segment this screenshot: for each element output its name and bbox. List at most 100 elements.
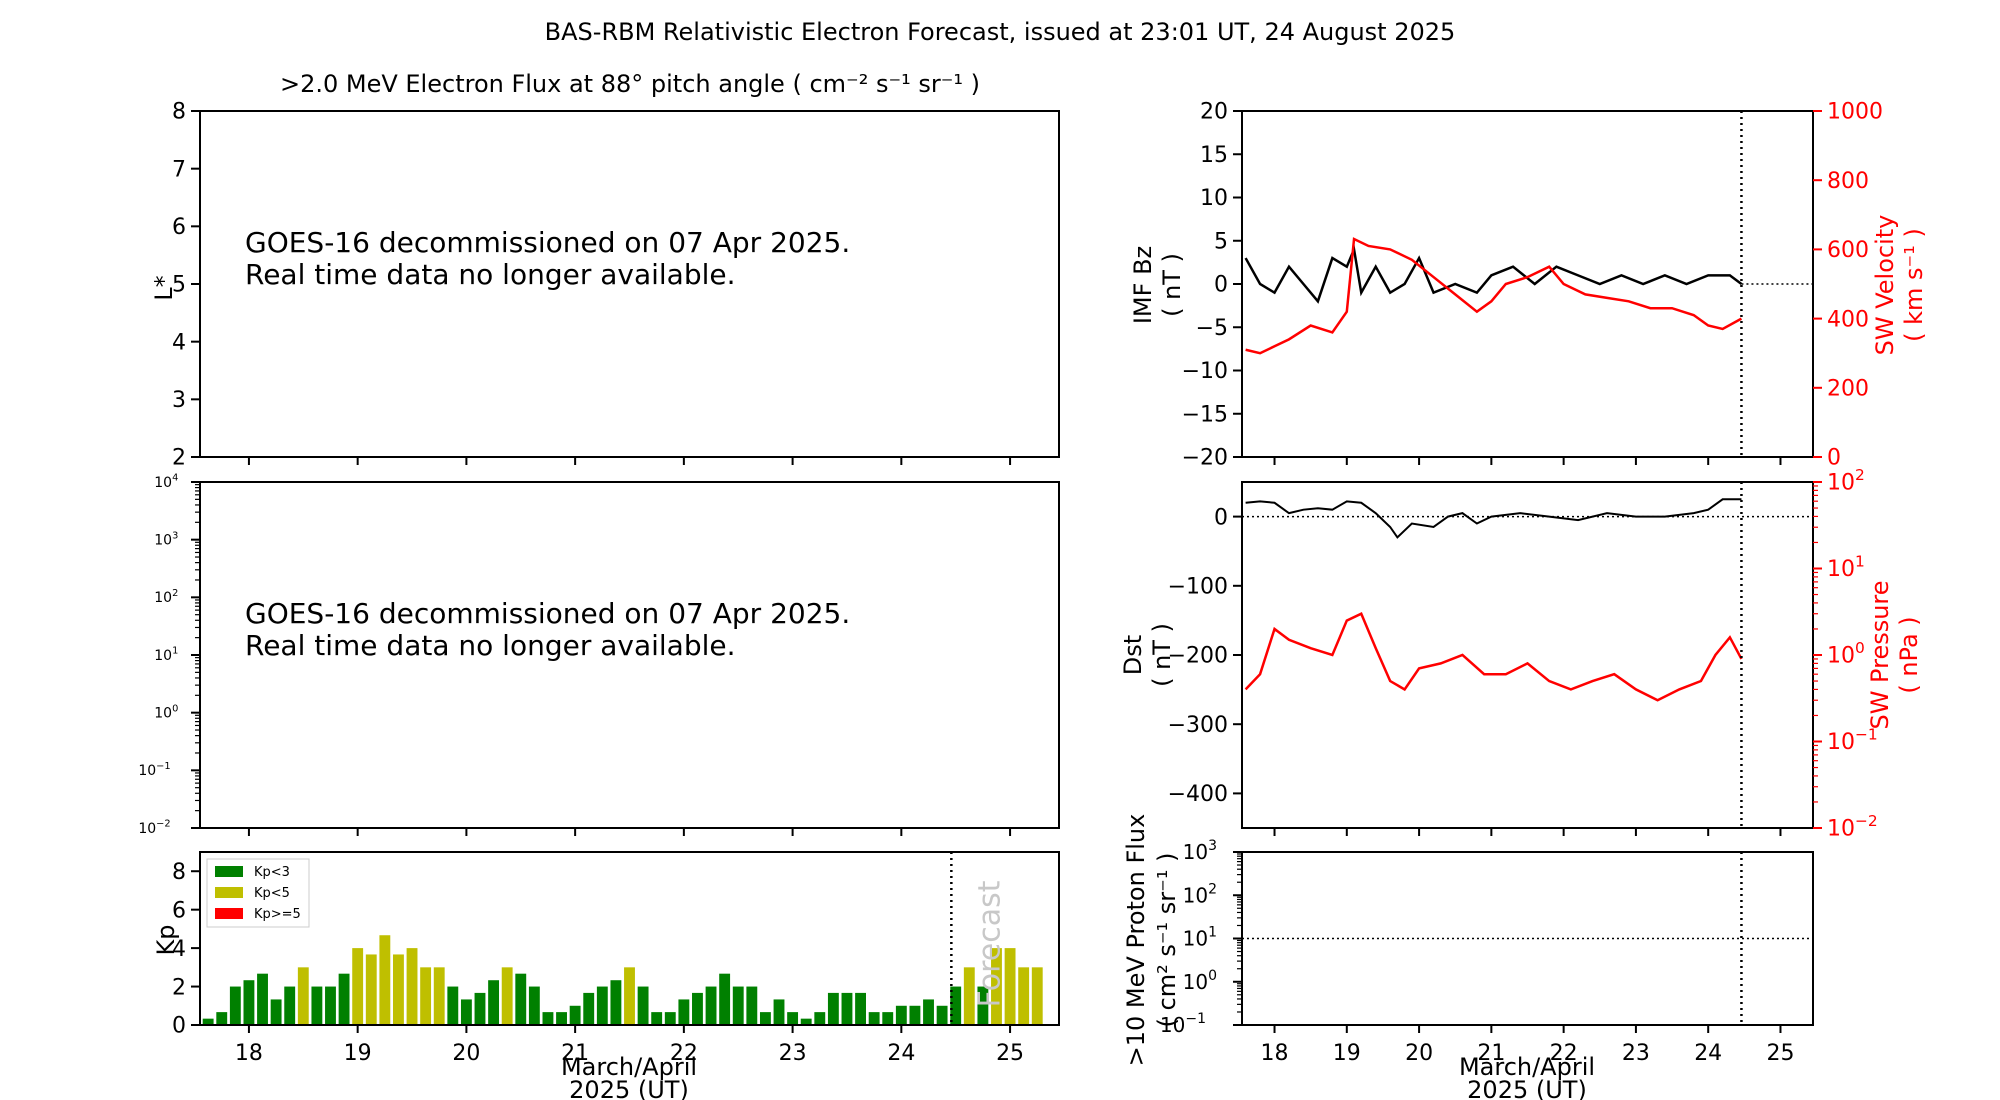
- p4-y-label: 20: [1200, 100, 1228, 125]
- panel-dst-lines: [1244, 498, 1743, 702]
- kp-bar: [678, 999, 690, 1025]
- panel-proton-x-ticks: 18 19 20 21 22 23 24 25: [1261, 1025, 1794, 1066]
- p2-y-label: 104: [154, 473, 178, 491]
- p5-y2-label: 100: [1827, 639, 1865, 669]
- x-tick-label: 24: [1694, 1041, 1722, 1066]
- kp-bar: [433, 967, 445, 1025]
- p4-y-label: 5: [1214, 229, 1228, 254]
- p5-y-label: −200: [1168, 644, 1228, 669]
- p5-y2-label: 101: [1827, 552, 1865, 582]
- kp-bar: [719, 973, 731, 1025]
- series-sw_velocity: [1245, 237, 1743, 355]
- x-tick-label: 25: [996, 1041, 1024, 1066]
- p4-y2-label: 800: [1827, 169, 1869, 194]
- kp-bar: [841, 992, 853, 1025]
- panel-imf-y2-ticks: 1000 800 600 400 200 0: [1813, 100, 1883, 471]
- kp-bar: [773, 999, 785, 1025]
- kp-legend-swatch-yellow: [215, 887, 243, 898]
- kp-bar: [501, 967, 513, 1025]
- kp-bar: [637, 986, 649, 1025]
- series-dst: [1245, 498, 1742, 539]
- x-tick-label: 19: [344, 1041, 372, 1066]
- kp-bar: [624, 967, 635, 1025]
- kp-bar: [991, 948, 1002, 1025]
- p3-y-label: 2: [172, 975, 186, 1000]
- p2-y-label: 10−2: [138, 819, 170, 837]
- x-tick-label: 21: [1477, 1041, 1505, 1066]
- p4-y-label: −10: [1182, 359, 1228, 384]
- panel-imf-y2label-line2: ( km s⁻¹ ): [1900, 228, 1928, 342]
- p1-y-label: 4: [172, 330, 186, 355]
- kp-bar: [420, 967, 432, 1025]
- p3-y-label: 8: [172, 860, 186, 885]
- kp-bar: [814, 1012, 826, 1025]
- p5-y-label: −100: [1168, 575, 1228, 600]
- figure-title: BAS-RBM Relativistic Electron Forecast, …: [545, 18, 1456, 46]
- kp-bar: [202, 1018, 214, 1025]
- panel-imf-lines: [1244, 237, 1743, 355]
- panel-flux-lstar-x-ticks: [247, 457, 1012, 465]
- p3-y-label: 0: [172, 1014, 186, 1039]
- kp-bar: [596, 986, 608, 1025]
- p4-y-label: 10: [1200, 186, 1228, 211]
- p4-y2-label: 200: [1827, 377, 1869, 402]
- kp-bar: [895, 1005, 907, 1025]
- kp-bar: [325, 986, 336, 1025]
- kp-bar: [243, 980, 255, 1025]
- kp-bar: [882, 1012, 894, 1025]
- p1-y-label: 6: [172, 215, 186, 240]
- panel-kp-xlabel-line2: 2025 (UT): [569, 1076, 689, 1100]
- p2-y-label: 101: [154, 646, 178, 664]
- x-tick-label: 18: [235, 1041, 263, 1066]
- panel-dst-y2label-line2: ( nPa ): [1895, 616, 1923, 693]
- panel-imf-frame: [1241, 110, 1814, 458]
- x-tick-label: 23: [1622, 1041, 1650, 1066]
- kp-bar: [1018, 967, 1030, 1025]
- panel-kp-ylabel: Kp: [152, 925, 180, 956]
- x-tick-label: 22: [1550, 1041, 1578, 1066]
- kp-forecast-label: Forecast: [972, 880, 1007, 1007]
- kp-bar: [855, 992, 866, 1025]
- kp-bar: [732, 986, 744, 1025]
- p1-y-label: 8: [172, 100, 186, 125]
- p4-y-label: 15: [1200, 143, 1228, 168]
- kp-bar: [583, 992, 595, 1025]
- kp-bar: [759, 1012, 771, 1025]
- panel-proton-xlabel-line2: 2025 (UT): [1467, 1076, 1587, 1100]
- kp-bar: [936, 1005, 948, 1025]
- kp-bar: [692, 992, 703, 1025]
- panel-imf-ylabel-line2: ( nT ): [1158, 253, 1186, 317]
- panel-flux-log: 104 103 102 101 100 10−1 10−2 GOES-16 decommis…: [138, 473, 1060, 837]
- p4-y2-label: 1000: [1827, 100, 1883, 125]
- kp-bar: [569, 1005, 581, 1025]
- panel-flux-lstar-y-ticks: 2 3 4 5 6 7 8: [172, 100, 200, 471]
- p2-y-label: 10−1: [138, 761, 170, 779]
- p2-y-label: 100: [154, 703, 178, 721]
- p5-y-label: −300: [1168, 713, 1228, 738]
- p1-y-label: 3: [172, 388, 186, 413]
- panel-dst-ylabel-line2: ( nT ): [1148, 623, 1176, 687]
- kp-legend: Kp<3 Kp<5 Kp>=5: [206, 858, 310, 928]
- kp-bar: [746, 986, 758, 1025]
- kp-bar: [515, 973, 527, 1025]
- kp-bar: [379, 935, 391, 1025]
- kp-bar: [610, 980, 622, 1025]
- panel-proton-xlabel-line1: March/April: [1459, 1053, 1595, 1081]
- panel-flux-lstar-annotation-line2: Real time data no longer available.: [245, 258, 736, 291]
- panel-imf: 20 15 10 5 0 −5 −10 −15 −20 1000 800 600 400 200 0 IM…: [1129, 100, 1928, 471]
- panel-imf-x-ticks: [1273, 457, 1782, 465]
- kp-bar: [447, 986, 459, 1025]
- kp-bar: [800, 1018, 812, 1025]
- kp-bar: [664, 1012, 676, 1025]
- kp-legend-swatch-green: [215, 866, 243, 877]
- panel-flux-lstar: >2.0 MeV Electron Flux at 88° pitch angl…: [150, 70, 1060, 471]
- panel-proton-ylabel-line1: >10 MeV Proton Flux: [1122, 814, 1150, 1067]
- kp-bar: [365, 954, 377, 1025]
- panel-flux-log-x-ticks: [247, 828, 1012, 836]
- p4-y-label: −20: [1182, 446, 1228, 471]
- kp-bar: [868, 1012, 880, 1025]
- kp-bar: [229, 986, 241, 1025]
- x-tick-label: 21: [561, 1041, 589, 1066]
